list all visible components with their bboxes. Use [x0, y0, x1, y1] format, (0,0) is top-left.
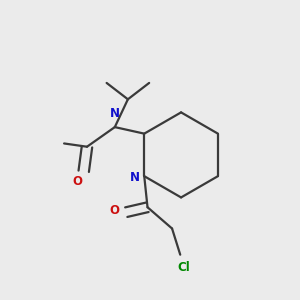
Text: N: N — [130, 171, 140, 184]
Text: O: O — [73, 175, 83, 188]
Text: N: N — [110, 107, 120, 120]
Text: Cl: Cl — [177, 261, 190, 274]
Text: O: O — [109, 204, 119, 217]
